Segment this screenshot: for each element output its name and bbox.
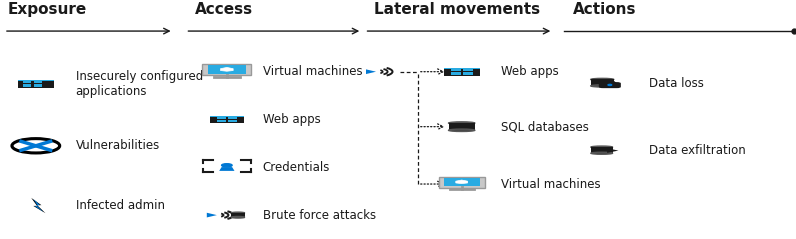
- FancyBboxPatch shape: [443, 178, 480, 186]
- Text: Virtual machines: Virtual machines: [501, 178, 601, 190]
- FancyBboxPatch shape: [449, 123, 474, 130]
- FancyBboxPatch shape: [599, 82, 621, 88]
- Text: Virtual machines: Virtual machines: [263, 65, 362, 78]
- Circle shape: [608, 84, 611, 86]
- FancyBboxPatch shape: [444, 68, 479, 76]
- FancyBboxPatch shape: [18, 80, 54, 81]
- FancyBboxPatch shape: [439, 177, 485, 188]
- FancyBboxPatch shape: [210, 116, 244, 123]
- Circle shape: [12, 139, 60, 153]
- FancyBboxPatch shape: [23, 81, 31, 83]
- Polygon shape: [607, 148, 618, 153]
- FancyBboxPatch shape: [451, 72, 461, 75]
- FancyBboxPatch shape: [591, 147, 613, 153]
- FancyBboxPatch shape: [202, 64, 252, 75]
- Polygon shape: [220, 67, 233, 71]
- Text: Web apps: Web apps: [501, 65, 560, 78]
- FancyBboxPatch shape: [210, 116, 244, 117]
- FancyBboxPatch shape: [228, 120, 237, 122]
- Text: Brute force attacks: Brute force attacks: [263, 209, 376, 222]
- Polygon shape: [31, 198, 45, 213]
- FancyBboxPatch shape: [33, 84, 41, 87]
- Text: Access: Access: [195, 2, 253, 17]
- Ellipse shape: [591, 152, 613, 154]
- Text: Credentials: Credentials: [263, 161, 330, 174]
- Text: Insecurely configured
applications: Insecurely configured applications: [76, 70, 203, 98]
- Text: SQL databases: SQL databases: [501, 120, 589, 133]
- Text: Web apps: Web apps: [263, 113, 321, 126]
- Text: Data exfiltration: Data exfiltration: [649, 144, 746, 157]
- Text: Lateral movements: Lateral movements: [374, 2, 540, 17]
- Ellipse shape: [591, 85, 614, 87]
- FancyBboxPatch shape: [591, 79, 614, 86]
- Ellipse shape: [448, 122, 474, 124]
- Ellipse shape: [591, 78, 614, 81]
- Polygon shape: [207, 213, 217, 217]
- Text: Data loss: Data loss: [649, 77, 704, 90]
- FancyBboxPatch shape: [463, 68, 473, 71]
- FancyBboxPatch shape: [23, 84, 31, 87]
- FancyBboxPatch shape: [18, 80, 54, 87]
- FancyBboxPatch shape: [451, 68, 461, 71]
- Ellipse shape: [232, 217, 244, 218]
- FancyBboxPatch shape: [444, 68, 479, 69]
- Circle shape: [221, 164, 232, 167]
- Polygon shape: [366, 69, 376, 74]
- Polygon shape: [33, 199, 44, 212]
- Polygon shape: [219, 167, 235, 171]
- Polygon shape: [456, 180, 467, 184]
- Ellipse shape: [232, 212, 244, 214]
- Text: Actions: Actions: [573, 2, 637, 17]
- Text: Vulnerabilities: Vulnerabilities: [76, 139, 160, 152]
- Text: Infected admin: Infected admin: [76, 199, 165, 212]
- FancyBboxPatch shape: [208, 65, 246, 74]
- Text: Exposure: Exposure: [8, 2, 88, 17]
- Ellipse shape: [448, 129, 474, 131]
- FancyBboxPatch shape: [228, 116, 237, 119]
- FancyBboxPatch shape: [33, 81, 41, 83]
- Ellipse shape: [591, 146, 613, 148]
- FancyBboxPatch shape: [217, 116, 226, 119]
- FancyBboxPatch shape: [217, 120, 226, 122]
- FancyBboxPatch shape: [232, 213, 244, 217]
- FancyBboxPatch shape: [463, 72, 473, 75]
